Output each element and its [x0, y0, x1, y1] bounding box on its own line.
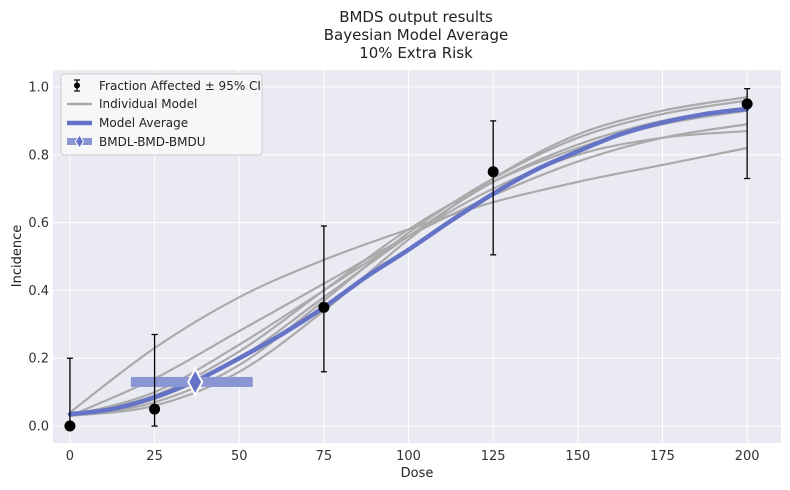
y-tick-label: 1.0: [28, 80, 49, 95]
legend-bmd-icon: [67, 134, 92, 149]
x-tick-label: 75: [316, 449, 333, 464]
legend-label-average: Model Average: [99, 116, 188, 130]
x-tick-labels: 0 25 50 75 100 125 150 175 200: [66, 449, 760, 464]
legend: Fraction Affected ± 95% CI Individual Mo…: [60, 73, 263, 156]
observed-point: [149, 403, 161, 415]
individual-model-line: [69, 146, 748, 414]
legend-label-individual: Individual Model: [99, 97, 197, 111]
x-tick-label: 150: [565, 449, 590, 464]
observed-point: [487, 166, 499, 178]
observed-point: [64, 420, 76, 432]
observed-point: [318, 301, 330, 313]
bmd-diamond: [187, 366, 204, 398]
legend-box: [60, 73, 263, 156]
observed-point: [741, 98, 753, 110]
legend-label-points: Fraction Affected ± 95% CI: [99, 79, 261, 93]
y-tick-labels: 0.0 0.2 0.4 0.6 0.8 1.0: [28, 80, 49, 434]
individual-model-line: [69, 99, 748, 417]
y-tick-label: 0.4: [28, 284, 49, 299]
x-axis-label: Dose: [401, 466, 434, 481]
y-tick-label: 0.6: [28, 216, 49, 231]
chart-title-line-2: Bayesian Model Average: [323, 26, 509, 44]
chart-title-line-3: 10% Extra Risk: [359, 44, 473, 62]
x-tick-label: 100: [396, 449, 421, 464]
y-axis-label: Incidence: [10, 225, 25, 287]
individual-model-line: [69, 96, 748, 417]
x-tick-label: 0: [66, 449, 74, 464]
chart-title-line-1: BMDS output results: [339, 8, 493, 26]
x-tick-label: 200: [735, 449, 760, 464]
x-tick-label: 175: [650, 449, 675, 464]
chart-title: BMDS output results Bayesian Model Avera…: [0, 8, 790, 62]
observed-points: [64, 88, 753, 432]
legend-label-bmd: BMDL-BMD-BMDU: [99, 135, 206, 149]
x-tick-label: 25: [146, 449, 163, 464]
bmd-band: [130, 366, 253, 398]
x-tick-label: 50: [231, 449, 248, 464]
y-tick-label: 0.2: [28, 352, 49, 367]
legend-points-icon: [74, 79, 80, 92]
x-tick-label: 125: [481, 449, 506, 464]
y-tick-label: 0.8: [28, 148, 49, 163]
y-tick-label: 0.0: [28, 420, 49, 435]
